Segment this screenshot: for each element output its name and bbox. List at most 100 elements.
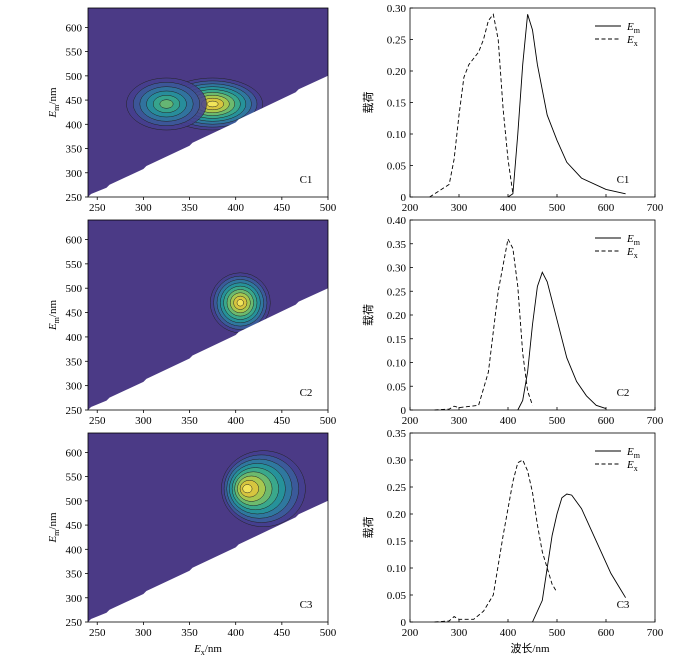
y-tick-label: 0.30 bbox=[387, 3, 407, 15]
y-tick-label: 450 bbox=[66, 95, 83, 107]
series-line-em bbox=[517, 271, 607, 411]
x-tick-label: 200 bbox=[402, 627, 419, 639]
y-tick-label: 0.25 bbox=[387, 482, 407, 494]
y-tick-label: 0.20 bbox=[387, 66, 407, 78]
x-tick-label: 200 bbox=[402, 415, 419, 427]
x-tick-label: 300 bbox=[451, 627, 468, 639]
y-tick-label: 400 bbox=[66, 544, 83, 556]
panel-label: C1 bbox=[617, 174, 630, 186]
y-tick-label: 0.10 bbox=[387, 358, 407, 370]
y-tick-label: 0.05 bbox=[387, 590, 407, 602]
legend-label-ex: Ex bbox=[626, 34, 638, 48]
x-tick-label: 400 bbox=[227, 627, 244, 639]
x-tick-label: 250 bbox=[89, 415, 106, 427]
x-tick-label: 300 bbox=[451, 415, 468, 427]
y-tick-label: 450 bbox=[66, 520, 83, 532]
contour-level bbox=[242, 484, 253, 494]
x-tick-label: 200 bbox=[402, 202, 419, 214]
legend-label-ex: Ex bbox=[626, 459, 638, 473]
x-axis-label: 波长/nm bbox=[510, 642, 550, 655]
y-tick-label: 600 bbox=[66, 234, 83, 246]
y-tick-label: 0.05 bbox=[387, 381, 407, 393]
y-tick-label: 0.15 bbox=[387, 536, 407, 548]
y-tick-label: 350 bbox=[66, 144, 83, 156]
y-tick-label: 0 bbox=[401, 617, 407, 629]
x-tick-label: 700 bbox=[647, 202, 664, 214]
y-tick-label: 550 bbox=[66, 47, 83, 59]
loading-frame bbox=[409, 432, 656, 623]
series-line-em bbox=[507, 14, 626, 198]
y-tick-label: 0.40 bbox=[387, 215, 407, 227]
series-line-ex bbox=[434, 459, 558, 623]
contour-frame bbox=[87, 7, 329, 198]
y-tick-label: 250 bbox=[66, 405, 83, 417]
contour-level bbox=[236, 299, 244, 307]
x-tick-label: 600 bbox=[598, 202, 615, 214]
y-axis-label: 载荷 bbox=[362, 517, 375, 539]
excluded-region bbox=[88, 500, 328, 622]
legend-label-ex: Ex bbox=[626, 246, 638, 260]
series-line-ex bbox=[429, 13, 514, 198]
y-tick-label: 0.35 bbox=[387, 239, 407, 251]
x-tick-label: 500 bbox=[549, 202, 566, 214]
contour-frame bbox=[87, 219, 329, 411]
x-tick-label: 300 bbox=[135, 415, 152, 427]
y-tick-label: 0.10 bbox=[387, 129, 407, 141]
panel-label: C2 bbox=[617, 387, 630, 399]
contour-level bbox=[159, 99, 174, 109]
panel-label: C3 bbox=[617, 599, 630, 611]
y-tick-label: 0.20 bbox=[387, 310, 407, 322]
x-tick-label: 450 bbox=[274, 202, 291, 214]
y-tick-label: 0.15 bbox=[387, 334, 407, 346]
x-tick-label: 250 bbox=[89, 202, 106, 214]
x-tick-label: 600 bbox=[598, 627, 615, 639]
x-tick-label: 250 bbox=[89, 627, 106, 639]
x-tick-label: 500 bbox=[549, 627, 566, 639]
x-tick-label: 450 bbox=[274, 415, 291, 427]
y-tick-label: 550 bbox=[66, 259, 83, 271]
y-tick-label: 250 bbox=[66, 617, 83, 629]
loading-frame bbox=[409, 219, 656, 411]
y-axis-label: Em/nm bbox=[47, 512, 61, 544]
x-tick-label: 400 bbox=[500, 415, 517, 427]
panel-label: C1 bbox=[300, 174, 313, 186]
contour-frame bbox=[87, 432, 329, 623]
x-tick-label: 700 bbox=[647, 415, 664, 427]
y-tick-label: 500 bbox=[66, 71, 83, 83]
y-tick-label: 0.25 bbox=[387, 35, 407, 47]
y-tick-label: 0 bbox=[401, 192, 407, 204]
y-axis-label: Em/nm bbox=[47, 300, 61, 332]
legend-label-em: Em bbox=[626, 446, 641, 460]
y-tick-label: 600 bbox=[66, 22, 83, 34]
excluded-region bbox=[88, 288, 328, 410]
y-tick-label: 600 bbox=[66, 447, 83, 459]
panel-label: C2 bbox=[300, 387, 313, 399]
y-tick-label: 0.10 bbox=[387, 563, 407, 575]
y-tick-label: 300 bbox=[66, 168, 83, 180]
y-axis-label: Em/nm bbox=[47, 87, 61, 119]
y-tick-label: 0.30 bbox=[387, 263, 407, 275]
y-tick-label: 350 bbox=[66, 569, 83, 581]
x-tick-label: 300 bbox=[451, 202, 468, 214]
x-tick-label: 300 bbox=[135, 627, 152, 639]
y-tick-label: 0.35 bbox=[387, 428, 407, 440]
x-tick-label: 500 bbox=[549, 415, 566, 427]
y-tick-label: 250 bbox=[66, 192, 83, 204]
y-tick-label: 0.25 bbox=[387, 286, 407, 298]
y-axis-label: 载荷 bbox=[362, 92, 375, 114]
x-tick-label: 450 bbox=[274, 627, 291, 639]
y-tick-label: 0.30 bbox=[387, 455, 407, 467]
y-tick-label: 300 bbox=[66, 381, 83, 393]
y-tick-label: 300 bbox=[66, 593, 83, 605]
y-tick-label: 0.15 bbox=[387, 98, 407, 110]
x-tick-label: 350 bbox=[181, 627, 198, 639]
y-tick-label: 0.05 bbox=[387, 161, 407, 173]
y-tick-label: 550 bbox=[66, 472, 83, 484]
x-tick-label: 400 bbox=[500, 202, 517, 214]
contour-level bbox=[206, 100, 219, 108]
y-tick-label: 0 bbox=[401, 405, 407, 417]
y-tick-label: 500 bbox=[66, 283, 83, 295]
loading-frame bbox=[409, 7, 656, 198]
excluded-region bbox=[88, 75, 328, 197]
x-tick-label: 500 bbox=[320, 415, 337, 427]
